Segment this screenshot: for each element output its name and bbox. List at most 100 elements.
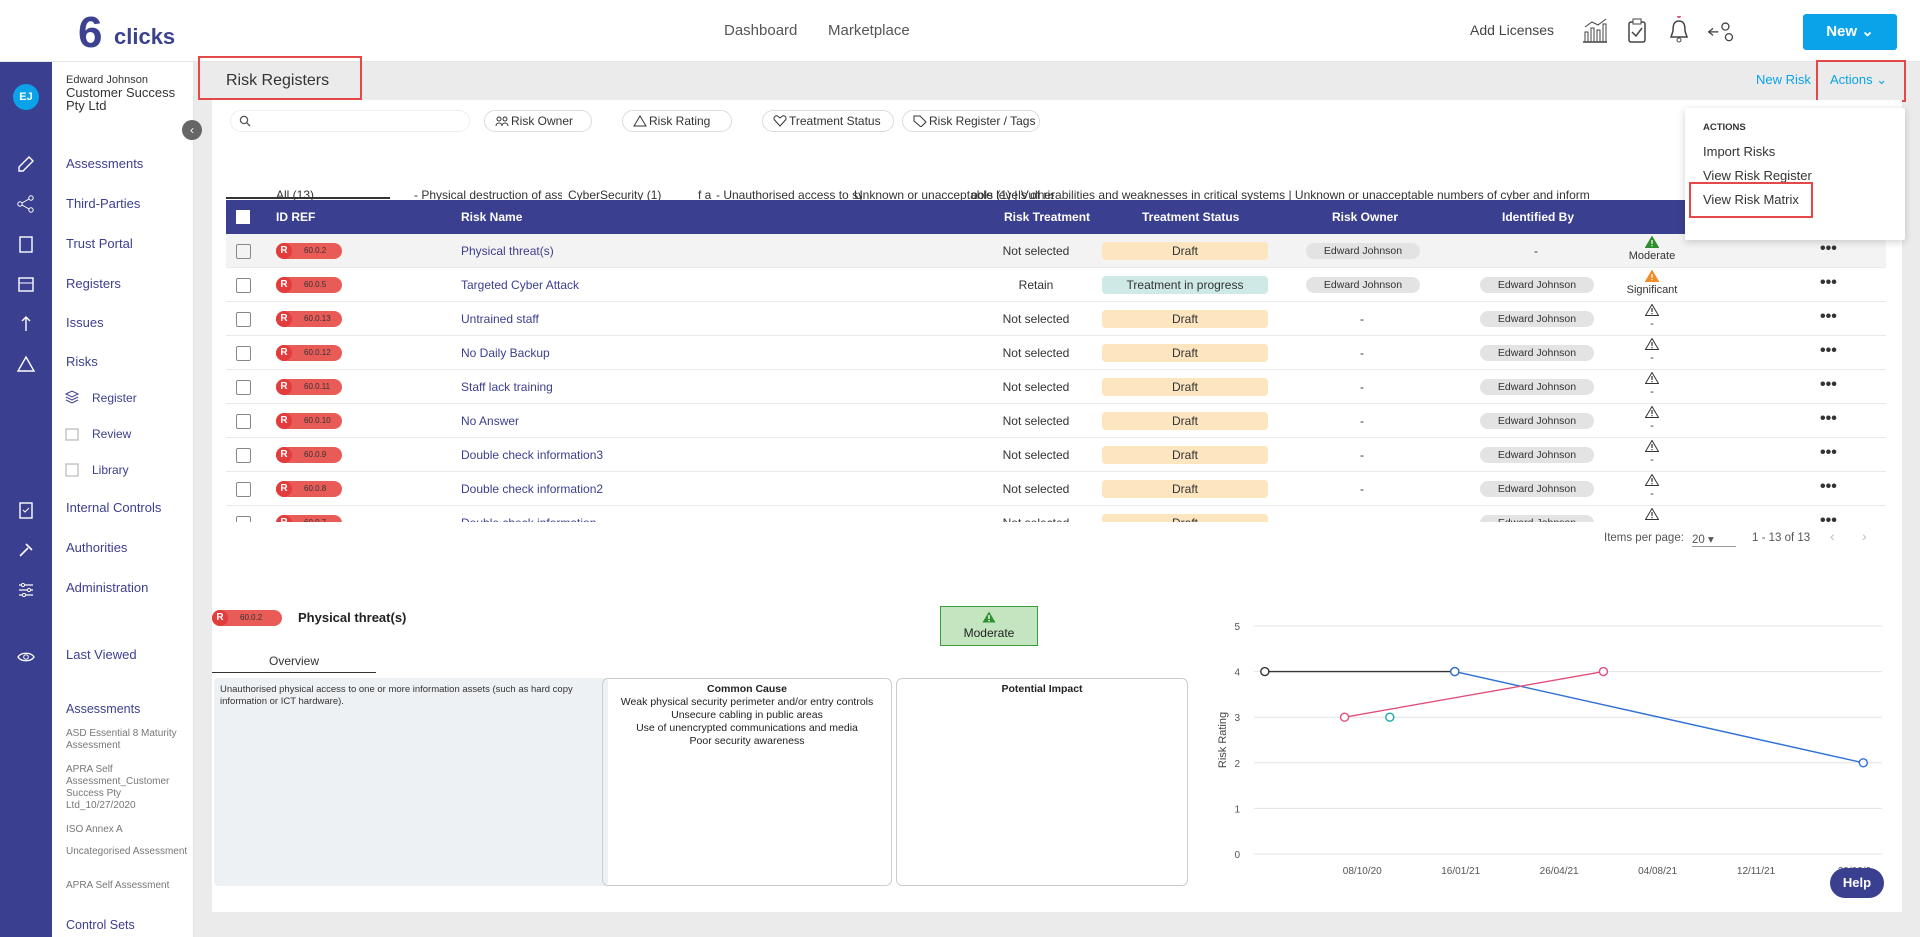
table-row[interactable]: R 60.0.5 Targeted Cyber Attack Retain Tre… <box>226 268 1886 302</box>
documents-icon[interactable] <box>16 234 36 254</box>
risk-name-link[interactable]: Staff lack training <box>461 380 553 394</box>
filter-risk-register-tags[interactable]: Risk Register / Tags <box>902 110 1040 132</box>
nav-marketplace[interactable]: Marketplace <box>828 22 910 39</box>
row-more-button[interactable]: ••• <box>1820 308 1837 325</box>
sidebar-subitem-register[interactable]: Register <box>92 391 137 405</box>
items-per-page-select[interactable]: 20 ▾ <box>1692 532 1736 547</box>
edit-icon[interactable] <box>16 154 36 174</box>
sidebar-item-third-parties[interactable]: Third-Parties <box>66 196 141 211</box>
menu-item-view-risk-matrix[interactable]: View Risk Matrix <box>1703 192 1799 207</box>
search-input[interactable] <box>230 110 470 132</box>
sidebar-item-authorities[interactable]: Authorities <box>66 540 128 555</box>
risk-name-link[interactable]: Double check information <box>461 516 596 522</box>
risk-name-link[interactable]: No Daily Backup <box>461 346 550 360</box>
analytics-icon[interactable] <box>1580 16 1610 46</box>
row-more-button[interactable]: ••• <box>1820 512 1837 522</box>
select-all-checkbox[interactable] <box>236 210 250 224</box>
risk-name-link[interactable]: Physical threat(s) <box>461 244 554 258</box>
table-row[interactable]: R 60.0.9 Double check information3 Not se… <box>226 438 1886 472</box>
row-checkbox[interactable] <box>236 346 251 361</box>
nav-dashboard[interactable]: Dashboard <box>724 22 798 39</box>
row-checkbox[interactable] <box>236 312 251 327</box>
risk-name-link[interactable]: Double check information2 <box>461 482 604 496</box>
row-checkbox[interactable] <box>236 414 251 429</box>
sidebar-item-assessments[interactable]: Assessments <box>66 156 144 171</box>
sidebar-item-internal-controls[interactable]: Internal Controls <box>66 500 162 515</box>
new-risk-link[interactable]: New Risk <box>1756 72 1811 87</box>
sidebar-subitem-library[interactable]: Library <box>92 463 129 477</box>
risk-name-link[interactable]: Untrained staff <box>461 312 539 326</box>
eye-icon[interactable] <box>16 647 36 667</box>
sidebar-item-issues[interactable]: Issues <box>66 315 104 330</box>
tab-vulnerabilities[interactable]: ools (1) | Vulnerabilities and weaknesse… <box>971 188 1590 202</box>
header-risk-name[interactable]: Risk Name <box>461 210 523 224</box>
user-settings-icon[interactable] <box>1706 16 1736 46</box>
row-more-button[interactable]: ••• <box>1820 240 1837 257</box>
table-row[interactable]: R 60.0.11 Staff lack training Not selecte… <box>226 370 1886 404</box>
last-viewed-item[interactable]: Uncategorised Assessment <box>66 846 188 857</box>
sidebar-item-administration[interactable]: Administration <box>66 580 149 595</box>
sidebar-item-last-viewed[interactable]: Last Viewed <box>66 647 137 662</box>
risks-icon[interactable] <box>16 354 36 374</box>
tab-cybersecurity[interactable]: CyberSecurity (1) <box>568 188 662 202</box>
table-row[interactable]: R 60.0.7 Double check information Not sel… <box>226 506 1886 522</box>
tab-overview[interactable]: Overview <box>212 654 376 673</box>
registers-icon[interactable] <box>16 274 36 294</box>
header-identified-by[interactable]: Identified By <box>1502 210 1575 224</box>
row-checkbox[interactable] <box>236 278 251 293</box>
sidebar-item-risks[interactable]: Risks <box>66 354 98 369</box>
last-viewed-item[interactable]: ASD Essential 8 Maturity Assessment <box>66 728 177 751</box>
row-checkbox[interactable] <box>236 380 251 395</box>
sliders-icon[interactable] <box>16 580 36 600</box>
table-row[interactable]: R 60.0.2 Physical threat(s) Not selected … <box>226 234 1886 268</box>
table-row[interactable]: R 60.0.13 Untrained staff Not selected Dr… <box>226 302 1886 336</box>
logo[interactable]: 6 clicks <box>78 8 188 57</box>
row-more-button[interactable]: ••• <box>1820 444 1837 461</box>
table-row[interactable]: R 60.0.8 Double check information2 Not se… <box>226 472 1886 506</box>
row-checkbox[interactable] <box>236 482 251 497</box>
row-checkbox[interactable] <box>236 516 251 522</box>
filter-risk-owner[interactable]: Risk Owner <box>484 110 592 132</box>
tab-unauthorised-access[interactable]: - Unauthorised access to syste <box>716 188 862 202</box>
row-checkbox[interactable] <box>236 448 251 463</box>
filter-risk-rating[interactable]: Risk Rating <box>622 110 732 132</box>
clipboard-icon[interactable] <box>1622 16 1652 46</box>
avatar[interactable]: EJ <box>13 84 39 110</box>
row-more-button[interactable]: ••• <box>1820 478 1837 495</box>
filter-treatment-status[interactable]: Treatment Status <box>762 110 894 132</box>
tab-f[interactable]: f a <box>698 188 712 202</box>
issues-icon[interactable] <box>16 314 36 334</box>
header-risk-treatment[interactable]: Risk Treatment <box>1004 210 1091 224</box>
last-viewed-item[interactable]: APRA Self Assessment_Customer Success Pt… <box>66 764 170 811</box>
table-row[interactable]: R 60.0.12 No Daily Backup Not selected Dr… <box>226 336 1886 370</box>
sidebar-item-trust-portal[interactable]: Trust Portal <box>66 236 133 251</box>
row-more-button[interactable]: ••• <box>1820 376 1837 393</box>
row-more-button[interactable]: ••• <box>1820 410 1837 427</box>
risk-name-link[interactable]: Double check information3 <box>461 448 604 462</box>
menu-item-view-risk-register[interactable]: View Risk Register <box>1703 168 1812 183</box>
menu-item-import-risks[interactable]: Import Risks <box>1703 144 1776 159</box>
bell-icon[interactable] <box>1664 16 1694 46</box>
tab-unknown-risk[interactable]: Unknown or unacceptable levels of risk <box>854 188 1054 202</box>
last-viewed-item[interactable]: APRA Self Assessment <box>66 880 170 891</box>
actions-button[interactable]: Actions ⌄ <box>1830 72 1888 87</box>
risk-name-link[interactable]: No Answer <box>461 414 520 428</box>
prev-page-button[interactable]: ‹ <box>1830 528 1835 544</box>
sidebar-item-registers[interactable]: Registers <box>66 276 121 291</box>
table-row[interactable]: R 60.0.10 No Answer Not selected Draft - … <box>226 404 1886 438</box>
controls-icon[interactable] <box>16 500 36 520</box>
tab-physical-destruction[interactable]: - Physical destruction of asset <box>414 188 562 202</box>
gavel-icon[interactable] <box>16 540 36 560</box>
help-button[interactable]: Help <box>1830 868 1884 898</box>
add-licenses-link[interactable]: Add Licenses <box>1470 22 1555 38</box>
risk-name-link[interactable]: Targeted Cyber Attack <box>461 278 580 292</box>
row-more-button[interactable]: ••• <box>1820 274 1837 291</box>
header-id-ref[interactable]: ID REF <box>276 210 316 224</box>
header-treatment-status[interactable]: Treatment Status <box>1142 210 1240 224</box>
row-checkbox[interactable] <box>236 244 251 259</box>
sidebar-subitem-review[interactable]: Review <box>92 427 132 441</box>
next-page-button[interactable]: › <box>1862 528 1867 544</box>
last-viewed-item[interactable]: ISO Annex A <box>66 824 123 835</box>
network-icon[interactable] <box>16 194 36 214</box>
header-risk-owner[interactable]: Risk Owner <box>1332 210 1399 224</box>
